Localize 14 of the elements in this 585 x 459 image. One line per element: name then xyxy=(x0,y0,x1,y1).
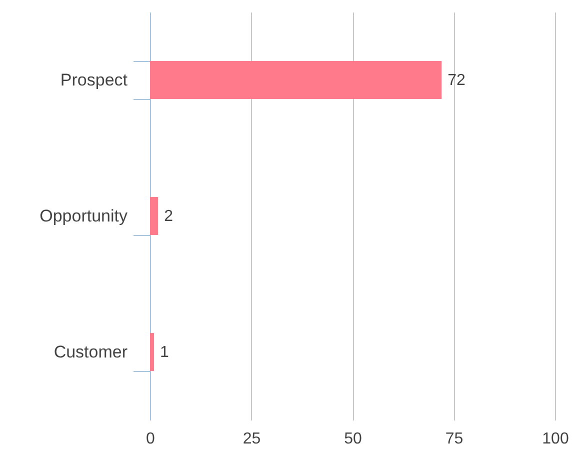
x-tick-label: 0 xyxy=(146,430,156,448)
y-tick-label: Customer xyxy=(54,342,128,362)
y-tick-label: Prospect xyxy=(60,70,128,90)
y-tick-label: Opportunity xyxy=(40,206,128,226)
data-label: 72 xyxy=(448,72,466,89)
bar xyxy=(150,332,154,372)
bar xyxy=(150,196,158,236)
x-tick-label: 50 xyxy=(344,430,362,448)
x-tick-label: 75 xyxy=(445,430,464,448)
data-label: 1 xyxy=(160,344,170,361)
x-tick-label: 100 xyxy=(542,430,569,448)
bar xyxy=(150,60,442,100)
x-tick-label: 25 xyxy=(242,430,261,448)
data-label: 2 xyxy=(164,208,174,225)
